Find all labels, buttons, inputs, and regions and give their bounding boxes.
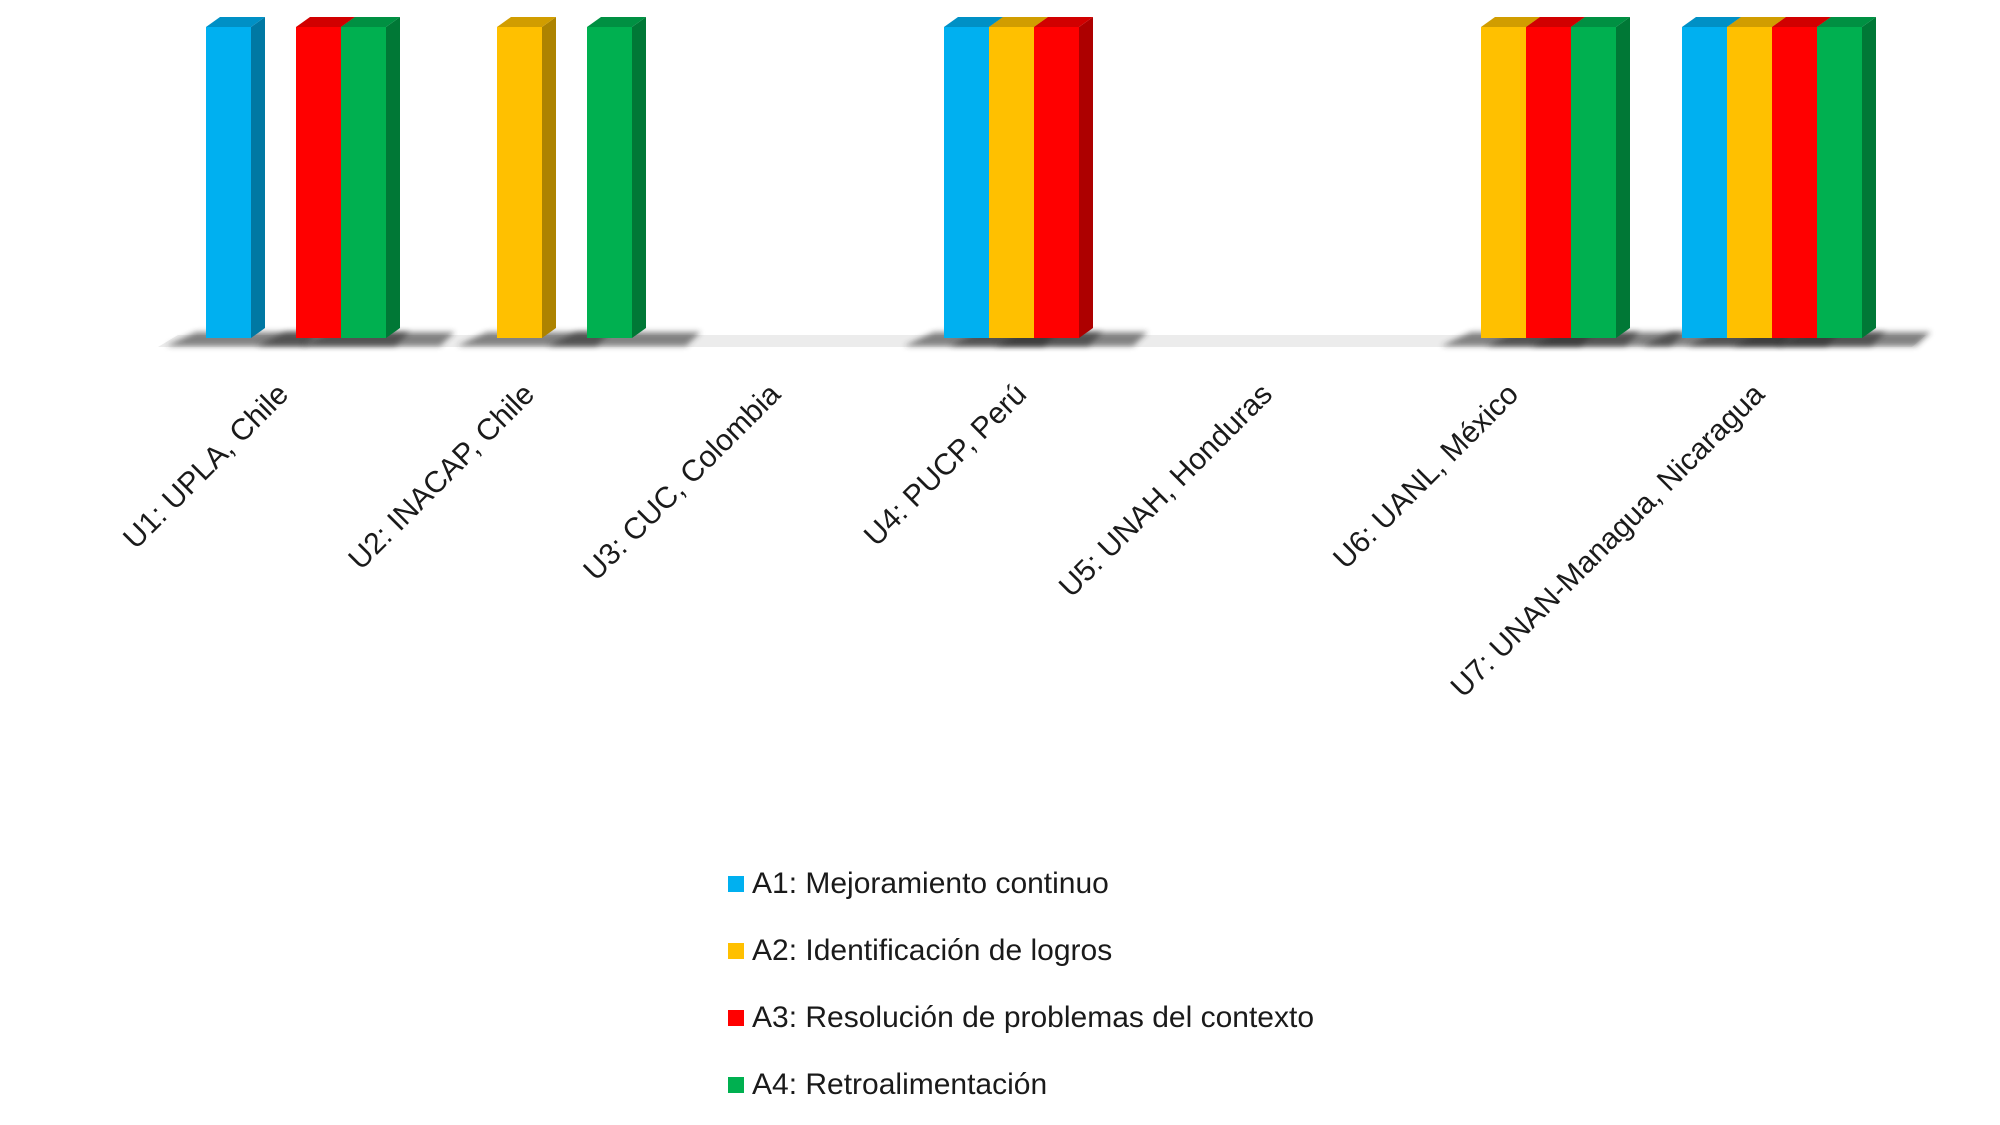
legend-item-a4: A4: Retroalimentación: [728, 1051, 1314, 1118]
x-tick-label-u6-uanl-mexico: U6: UANL, México: [1327, 378, 1525, 576]
x-tick-label-u5-unah-honduras: U5: UNAH, Honduras: [1053, 378, 1279, 604]
legend-swatch-a3: [728, 1009, 744, 1026]
x-tick-label-u3-cuc-colombia: U3: CUC, Colombia: [577, 377, 787, 587]
bar-u7-unan-managua-nicaragua-a4: [1817, 17, 1876, 338]
bar-u2-inacap-chile-a2: [497, 17, 556, 338]
legend-swatch-a4: [728, 1076, 744, 1093]
x-tick-label-u1-upla-chile: U1: UPLA, Chile: [117, 378, 295, 556]
legend-item-a1: A1: Mejoramiento continuo: [728, 850, 1314, 917]
bar-u1-upla-chile-a1: [206, 17, 265, 338]
legend-swatch-a2: [728, 942, 744, 959]
legend-item-a2: A2: Identificación de logros: [728, 917, 1314, 984]
bar-u1-upla-chile-a4: [341, 17, 400, 338]
bar-u2-inacap-chile-a4: [587, 17, 646, 338]
legend-item-a3: A3: Resolución de problemas del contexto: [728, 984, 1314, 1051]
legend-label-a1: A1: Mejoramiento continuo: [752, 866, 1109, 900]
legend: A1: Mejoramiento continuo A2: Identifica…: [728, 850, 1314, 1118]
legend-label-a3: A3: Resolución de problemas del contexto: [752, 1000, 1315, 1034]
x-tick-label-u4-pucp-peru: U4: PUCP, Perú: [858, 378, 1033, 553]
legend-label-a2: A2: Identificación de logros: [752, 933, 1113, 967]
legend-swatch-a1: [728, 875, 744, 892]
x-tick-label-u2-inacap-chile: U2: INACAP, Chile: [342, 378, 541, 577]
bar-u6-uanl-mexico-a4: [1571, 17, 1630, 338]
bar-u4-pucp-peru-a3: [1034, 17, 1093, 338]
legend-label-a4: A4: Retroalimentación: [752, 1067, 1048, 1101]
